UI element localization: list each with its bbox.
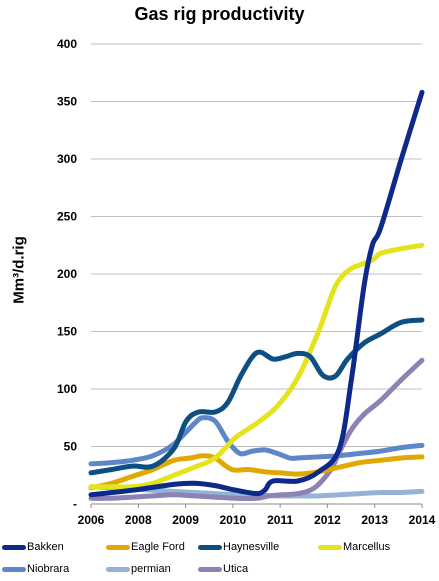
y-tick-label: 150 [57, 325, 77, 339]
series-line-niobrara [88, 415, 425, 467]
series-line-eagle-ford [88, 453, 425, 491]
line-chart: - 50 100 150 200 250 300 350 400 2006 2008 2009 2010… [57, 37, 436, 527]
legend-swatch [318, 544, 342, 550]
legend-label: Marcellus [343, 541, 391, 553]
y-tick-label: 400 [57, 37, 77, 51]
x-tick-label: 2012 [314, 513, 341, 527]
legend-label: Niobrara [27, 563, 70, 575]
y-tick-label: - [73, 497, 77, 511]
legend-item-eagle-ford: Eagle Ford [106, 541, 185, 553]
legend-label: Utica [223, 563, 249, 575]
series-line-bakken [88, 89, 425, 498]
x-tick-label: 2010 [220, 513, 247, 527]
y-tick-label: 50 [64, 440, 78, 454]
y-tick-label: 350 [57, 95, 77, 109]
x-tick-label: 2014 [409, 513, 436, 527]
x-tick-label: 2013 [361, 513, 388, 527]
y-tick-label: 200 [57, 267, 77, 281]
y-tick-label: 300 [57, 152, 77, 166]
series-line-utica [88, 357, 425, 501]
legend-swatch [106, 566, 130, 572]
legend-item-bakken: Bakken [2, 541, 64, 553]
legend-item-utica: Utica [198, 563, 248, 575]
legend-label: Eagle Ford [131, 541, 185, 553]
legend-swatch [2, 566, 26, 572]
y-tick-label: 250 [57, 210, 77, 224]
legend-swatch [198, 566, 222, 572]
series-line-marcellus [88, 242, 425, 490]
legend-swatch [2, 544, 26, 550]
series-line-haynesville [88, 317, 425, 476]
legend-label: Bakken [27, 541, 64, 553]
legend-label: Haynesville [223, 541, 280, 553]
legend-swatch [198, 544, 222, 550]
legend-item-niobrara: Niobrara [2, 563, 69, 575]
legend-swatch [106, 544, 130, 550]
x-tick-label: 2008 [125, 513, 152, 527]
legend-label: permian [131, 563, 171, 575]
legend: Bakken Eagle Ford Haynesville Marcellus Niob… [0, 536, 439, 581]
legend-item-marcellus: Marcellus [318, 541, 390, 553]
chart-title: Gas rig productivity [134, 4, 305, 24]
x-tick-label: 2009 [172, 513, 199, 527]
y-tick-label: 100 [57, 382, 77, 396]
legend-item-haynesville: Haynesville [198, 541, 279, 553]
x-tick-label: 2006 [78, 513, 105, 527]
legend-item-permian: permian [106, 563, 171, 575]
x-tick-label: 2011 [267, 513, 293, 527]
